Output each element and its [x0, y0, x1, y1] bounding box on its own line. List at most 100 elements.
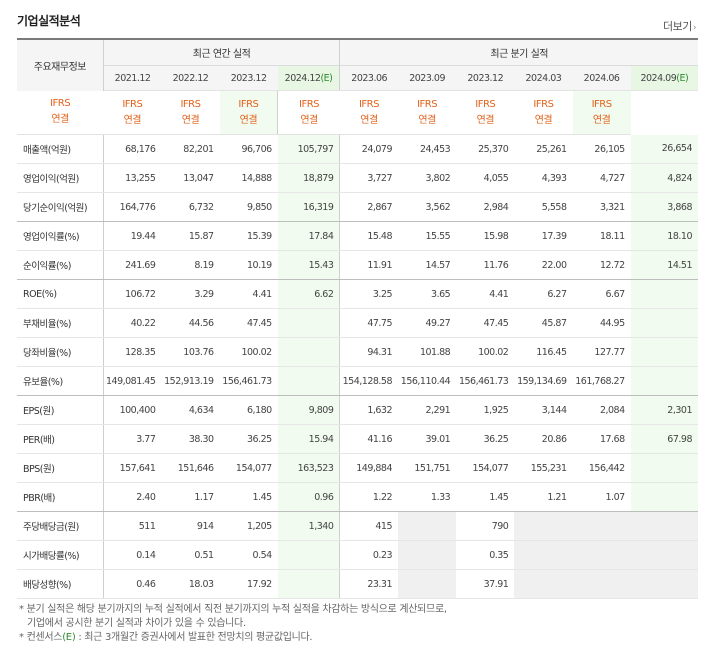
row-label: PER(배): [17, 424, 104, 454]
table-cell: 19.44: [103, 221, 162, 251]
table-row: 시가배당률(%) 0.14 0.51 0.54 0.23 0.35: [17, 540, 698, 570]
table-cell: 41.16: [339, 424, 399, 454]
table-cell: 2.40: [103, 482, 162, 512]
table-row: 영업이익(억원) 13,255 13,047 14,888 18,879 3,727 3,8…: [17, 163, 698, 193]
ifrs-label: IFRS 연결: [339, 90, 399, 135]
table-cell: [630, 453, 698, 483]
table-cell: [630, 569, 698, 599]
table-cell: [572, 540, 631, 570]
table-cell: 2,291: [398, 395, 457, 425]
table-cell: 1.33: [398, 482, 457, 512]
table-cell: 4,634: [161, 395, 220, 425]
table-cell: 415: [339, 511, 399, 541]
table-cell: 159,134.69: [514, 366, 573, 396]
table-cell: 3,562: [398, 192, 457, 222]
table-cell: 2,084: [572, 395, 631, 425]
footnote-1-cont: 기업에서 공시한 분기 실적과 차이가 있을 수 있습니다.: [27, 618, 246, 629]
table-cell: 15.48: [339, 221, 399, 251]
table-cell: 6.67: [572, 279, 631, 309]
table-cell: 47.45: [456, 308, 515, 338]
table-cell: 157,641: [103, 453, 162, 483]
table-cell: 156,110.44: [398, 366, 457, 396]
table-cell: [277, 337, 341, 367]
table-cell: 16,319: [277, 192, 341, 222]
row-label: 배당성향(%): [17, 569, 104, 599]
table-cell: 17.84: [277, 221, 341, 251]
more-label: 더보기: [663, 20, 692, 33]
table-cell: [630, 540, 698, 570]
table-cell: 100.02: [219, 337, 278, 367]
table-row: 당좌비율(%) 128.35 103.76 100.02 94.31 101.88 100.…: [17, 337, 698, 367]
table-cell: 1,925: [456, 395, 515, 425]
row-label: 매출액(억원): [17, 134, 104, 164]
table-cell: 156,442: [572, 453, 631, 483]
table-cell: [277, 540, 341, 570]
more-link[interactable]: 더보기›: [663, 18, 697, 34]
ifrs-label: IFRS 연결: [17, 90, 104, 135]
table-cell: 14.57: [398, 250, 457, 280]
table-cell: [514, 511, 573, 541]
table-cell: [398, 511, 457, 541]
row-label: 당좌비율(%): [17, 337, 104, 367]
table-cell: 23.31: [339, 569, 399, 599]
table-cell: 8.19: [161, 250, 220, 280]
table-cell: 11.76: [456, 250, 515, 280]
table-cell: 38.30: [161, 424, 220, 454]
table-cell: [630, 366, 698, 396]
table-cell: 44.95: [572, 308, 631, 338]
table-row: ROE(%) 106.72 3.29 4.41 6.62 3.25 3.65 4.41 6.27…: [17, 279, 698, 309]
table-cell: 17.39: [514, 221, 573, 251]
table-cell: 106.72: [103, 279, 162, 309]
table-cell: [630, 511, 698, 541]
table-cell: 151,646: [161, 453, 220, 483]
table-cell: 2,984: [456, 192, 515, 222]
table-cell: 4.41: [456, 279, 515, 309]
table-cell: 3,144: [514, 395, 573, 425]
ifrs-label: IFRS 연결: [456, 90, 515, 135]
table-cell: [277, 308, 341, 338]
table-row: 배당성향(%) 0.46 18.03 17.92 23.31 37.91: [17, 569, 698, 599]
row-label: 시가배당률(%): [17, 540, 104, 570]
table-cell: 45.87: [514, 308, 573, 338]
section-title: 기업실적분석: [17, 14, 81, 28]
table-cell: 0.46: [103, 569, 162, 599]
table-cell: 3,868: [630, 192, 698, 222]
period-header: 2024.09(E): [630, 65, 698, 91]
table-cell: 0.54: [219, 540, 278, 570]
table-row: 주당배당금(원) 511 914 1,205 1,340 415 790: [17, 511, 698, 541]
table-cell: 6.27: [514, 279, 573, 309]
table-cell: 25,370: [456, 134, 515, 164]
table-cell: 44.56: [161, 308, 220, 338]
row-label: 영업이익(억원): [17, 163, 104, 193]
table-cell: 149,884: [339, 453, 399, 483]
table-row: 당기순이익(억원) 164,776 6,732 9,850 16,319 2,867 3,5…: [17, 192, 698, 222]
table-cell: 3.29: [161, 279, 220, 309]
table-cell: 15.94: [277, 424, 341, 454]
table-cell: 6.62: [277, 279, 341, 309]
table-cell: 26,105: [572, 134, 631, 164]
row-label: BPS(원): [17, 453, 104, 483]
ifrs-label: IFRS 연결: [398, 90, 457, 135]
table-cell: 103.76: [161, 337, 220, 367]
table-cell: 4,393: [514, 163, 573, 193]
table-cell: 68,176: [103, 134, 162, 164]
table-cell: 1,340: [277, 511, 341, 541]
table-cell: 6,180: [219, 395, 278, 425]
table-row: 영업이익률(%) 19.44 15.87 15.39 17.84 15.48 15.55 15…: [17, 221, 698, 251]
table-cell: 11.91: [339, 250, 399, 280]
table-row: PBR(배) 2.40 1.17 1.45 0.96 1.22 1.33 1.45 1.21 1.…: [17, 482, 698, 512]
table-cell: 1,632: [339, 395, 399, 425]
ifrs-label: IFRS 연결: [219, 90, 279, 135]
table-cell: 39.01: [398, 424, 457, 454]
table-cell: 15.43: [277, 250, 341, 280]
table-cell: 2,301: [630, 395, 698, 425]
table-cell: 4,824: [630, 163, 698, 193]
footnote-1: * 분기 실적은 해당 분기까지의 누적 실적에서 직전 분기까지의 누적 실적…: [19, 604, 447, 615]
row-label: 당기순이익(억원): [17, 192, 104, 222]
table-cell: 67.98: [630, 424, 698, 454]
table-cell: 1.07: [572, 482, 631, 512]
table-cell: 790: [456, 511, 515, 541]
table-cell: 154,077: [219, 453, 278, 483]
table-cell: 17.92: [219, 569, 278, 599]
table-cell: [277, 569, 341, 599]
